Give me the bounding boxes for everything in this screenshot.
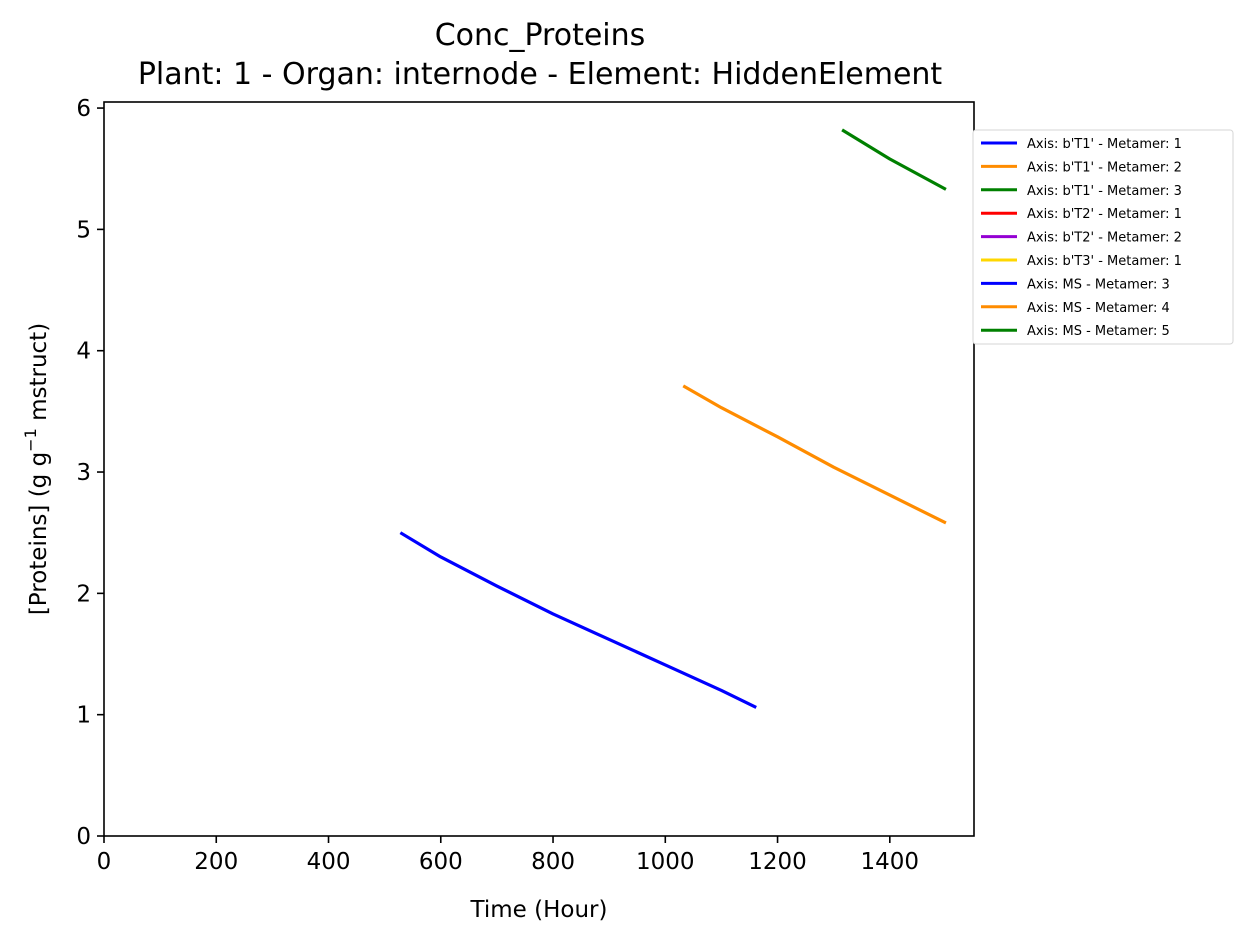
x-axis: 0 200 400 600 800 1000 1200 1400 [97, 836, 919, 875]
x-tick-label: 800 [531, 849, 575, 875]
y-tick-label: 4 [76, 339, 91, 365]
legend-item-label: Axis: b'T1' - Metamer: 3 [1027, 184, 1182, 199]
legend-item-label: Axis: MS - Metamer: 3 [1027, 277, 1170, 292]
y-tick-label: 3 [76, 460, 91, 486]
y-axis-label: [Proteins] (g g−1 mstruct) [21, 323, 52, 615]
y-axis-label-main: [Proteins] (g g [26, 452, 52, 615]
legend-item-label: Axis: b'T3' - Metamer: 1 [1027, 254, 1182, 269]
y-tick-label: 2 [76, 581, 91, 607]
y-tick-label: 1 [76, 703, 91, 729]
legend: Axis: b'T1' - Metamer: 1 Axis: b'T1' - Me… [972, 129, 1234, 345]
legend-item-label: Axis: b'T1' - Metamer: 1 [1027, 137, 1182, 152]
chart-title: Conc_Proteins [435, 18, 646, 53]
chart-subtitle: Plant: 1 - Organ: internode - Element: H… [138, 57, 943, 92]
x-tick-label: 600 [419, 849, 463, 875]
x-axis-label: Time (Hour) [470, 897, 608, 923]
x-tick-label: 1000 [636, 849, 695, 875]
legend-item-label: Axis: b'T1' - Metamer: 2 [1027, 160, 1182, 175]
x-tick-label: 1400 [861, 849, 920, 875]
y-tick-label: 6 [76, 96, 91, 122]
series-line [841, 128, 947, 191]
y-tick-label: 0 [76, 824, 91, 850]
y-axis-label-superscript: −1 [21, 428, 40, 452]
x-tick-label: 1200 [748, 849, 807, 875]
legend-item-label: Axis: MS - Metamer: 4 [1027, 301, 1170, 316]
legend-item-label: Axis: MS - Metamer: 5 [1027, 324, 1170, 339]
plot-area-frame [103, 101, 975, 837]
x-tick-label: 200 [194, 849, 238, 875]
series-line [682, 384, 947, 525]
y-tick-label: 5 [76, 217, 91, 243]
legend-item-label: Axis: b'T2' - Metamer: 1 [1027, 207, 1182, 222]
series-line [399, 531, 757, 709]
y-axis: 0 1 2 3 4 5 6 [76, 96, 104, 850]
legend-item-label: Axis: b'T2' - Metamer: 2 [1027, 231, 1182, 246]
legend-box [972, 129, 1234, 345]
y-axis-label-suffix: mstruct) [26, 323, 52, 428]
x-tick-label: 400 [307, 849, 351, 875]
series-layer [399, 128, 947, 709]
x-tick-label: 0 [97, 849, 112, 875]
